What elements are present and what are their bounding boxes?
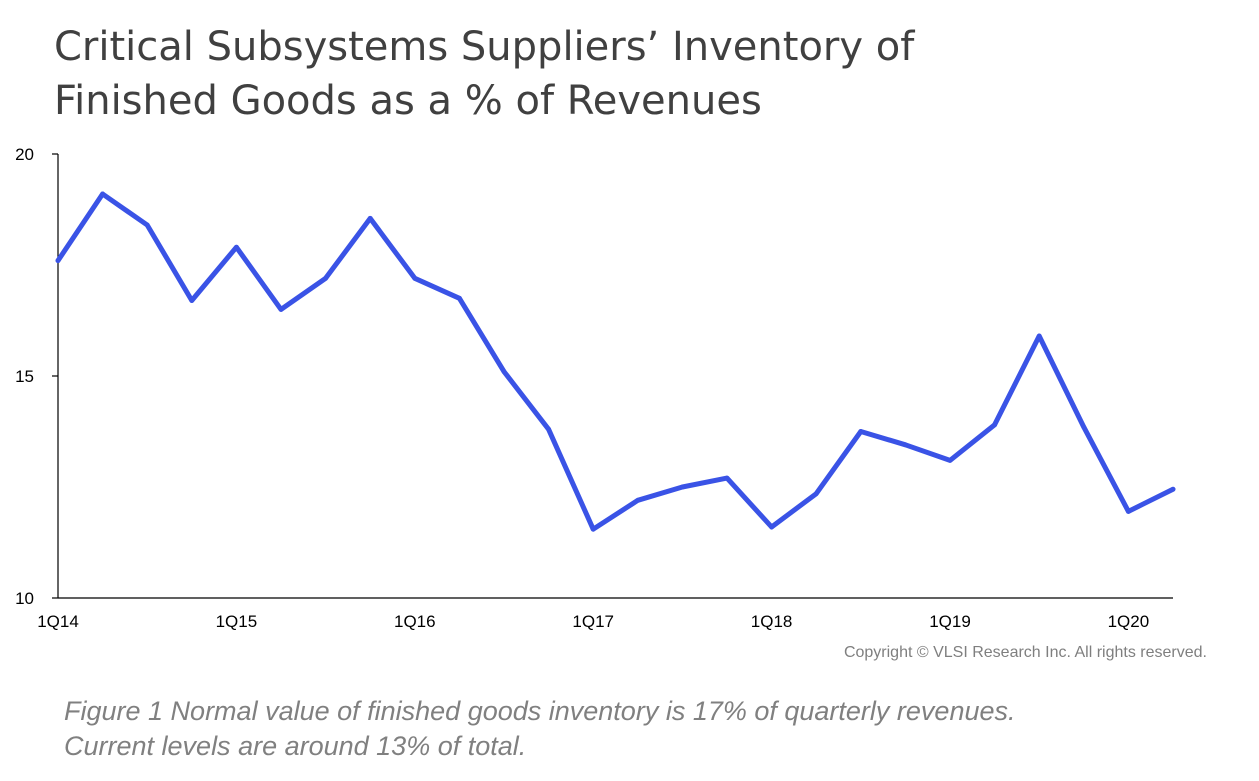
series-line-1 [55,191,1176,532]
data-point [769,524,774,530]
copyright-notice: Copyright © VLSI Research Inc. All right… [843,644,1207,661]
x-tick-label: 1Q18 [751,612,793,631]
data-point [858,429,864,434]
y-axis-ticks: 10 15 20 [15,145,58,608]
x-tick-label: 1Q16 [394,612,436,631]
chart-title: Critical Subsystems Suppliers’ Inventory… [54,20,1154,128]
data-point [546,426,551,432]
data-point [457,295,462,301]
data-point [635,497,641,503]
x-tick-label: 1Q15 [216,612,258,631]
data-point [992,422,997,428]
data-point [144,222,150,228]
data-point [278,307,284,312]
data-point [501,369,507,374]
data-point [1036,333,1042,339]
chart-series [55,191,1176,532]
data-point [813,491,819,497]
data-point [55,258,61,263]
data-point [680,484,685,490]
x-tick-label: 1Q17 [572,612,614,631]
y-tick-label: 15 [15,367,34,386]
x-axis-ticks: 1Q14 1Q15 1Q16 1Q17 1Q18 1Q19 1Q20 [37,612,1149,631]
y-tick-label: 10 [15,589,34,608]
data-point [367,215,373,221]
y-tick-label: 20 [15,145,34,164]
data-point [189,298,195,303]
data-point [323,275,328,281]
figure-caption: Figure 1 Normal value of finished goods … [64,696,1016,761]
chart-axes [57,154,1173,599]
data-point [724,475,730,481]
data-point [1126,509,1131,514]
data-point [234,244,239,250]
data-point [100,191,105,197]
x-tick-label: 1Q20 [1108,612,1150,631]
x-tick-label: 1Q14 [37,612,79,631]
x-tick-label: 1Q19 [929,612,971,631]
data-point [947,457,953,463]
chart-title-line-2: Finished Goods as a % of Revenues [54,78,762,124]
data-point [1170,486,1176,492]
data-point [412,275,418,281]
chart-title-line-1: Critical Subsystems Suppliers’ Inventory… [54,24,915,70]
data-point [1081,424,1087,430]
data-point [590,526,596,532]
data-point [903,442,908,448]
